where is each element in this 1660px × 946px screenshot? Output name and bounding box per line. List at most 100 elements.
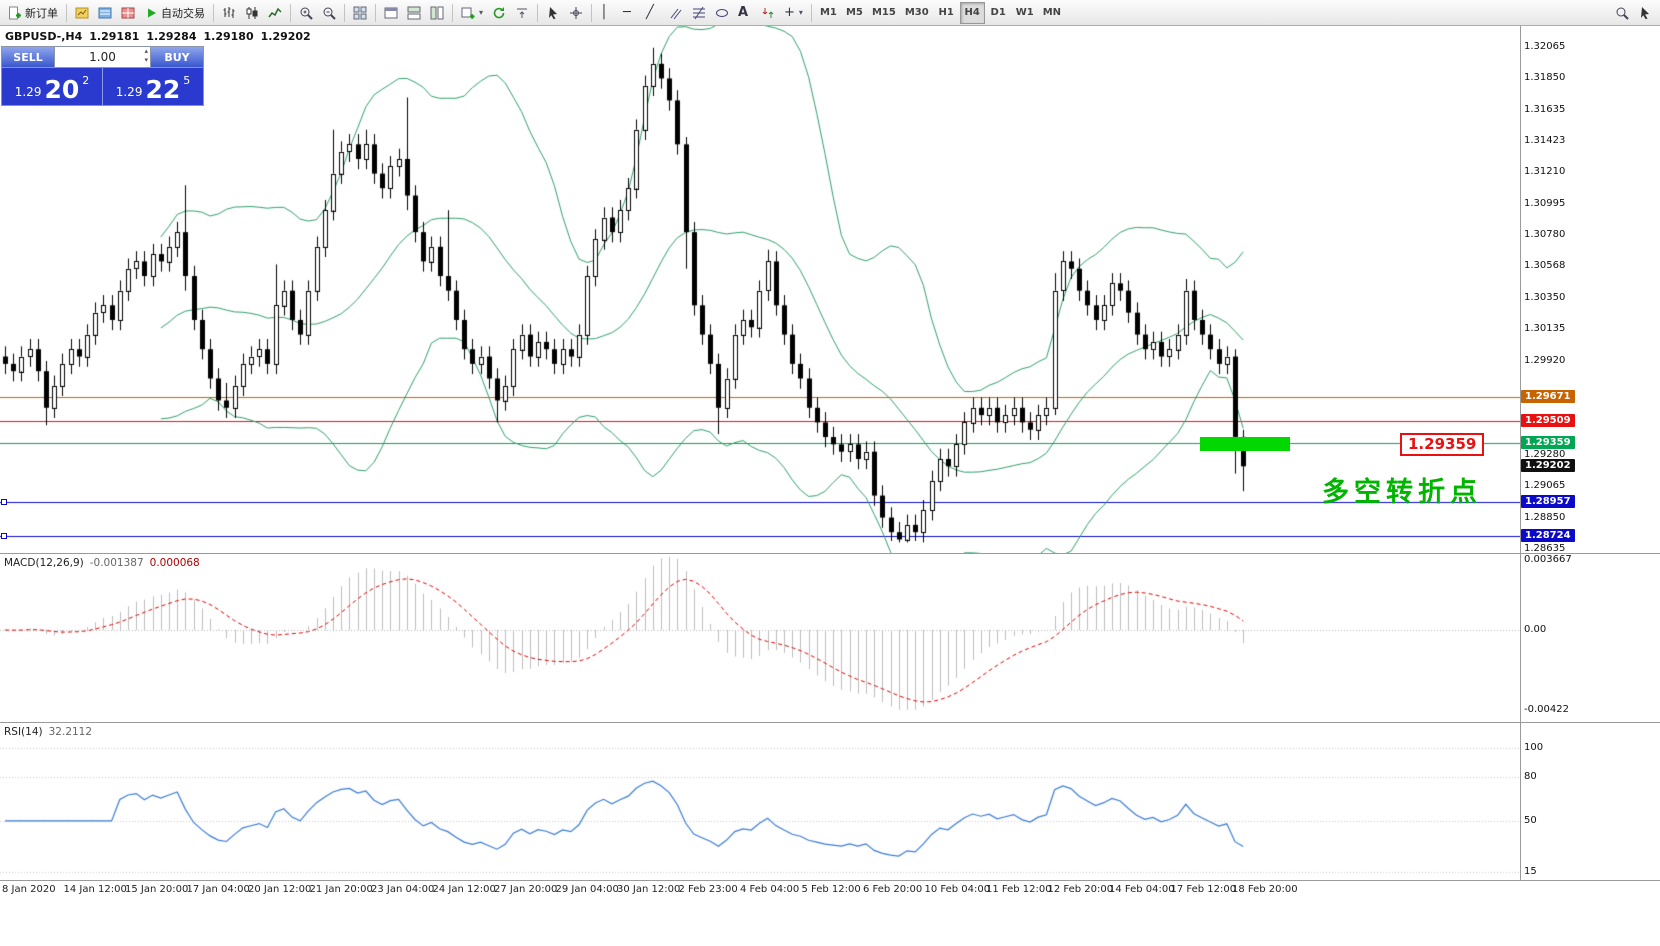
pane-separator[interactable] <box>0 553 1660 554</box>
autotrading-play-icon <box>148 8 156 17</box>
price-tag[interactable]: 1.28957 <box>1521 494 1575 508</box>
tf-button-m30[interactable]: M30 <box>901 2 933 24</box>
cursor-icon <box>549 6 558 19</box>
new-order-icon <box>9 6 21 19</box>
price-axis-label: 1.28850 <box>1524 511 1566 523</box>
price-callout-label[interactable]: 1.29359 <box>1400 433 1485 456</box>
time-axis-label: 24 Jan 12:00 <box>432 884 496 895</box>
candlestick-chart-button[interactable] <box>241 2 263 24</box>
tf-button-w1[interactable]: W1 <box>1012 2 1038 24</box>
toolbar-separator <box>344 3 345 22</box>
one-click-prices: 1.29 20 2 1.29 22 5 <box>2 68 203 105</box>
price-tag[interactable]: 1.29509 <box>1521 414 1575 428</box>
fibonacci-tool-button[interactable] <box>688 2 710 24</box>
add-object-button[interactable]: + ▾ <box>780 2 807 24</box>
time-axis-label: 11 Feb 12:00 <box>986 884 1052 895</box>
price-tag[interactable]: 1.29359 <box>1521 436 1575 450</box>
cascade-windows-button[interactable] <box>380 2 402 24</box>
channel-icon <box>670 8 682 19</box>
tf-button-d1[interactable]: D1 <box>986 2 1011 24</box>
market-watch-button[interactable] <box>94 2 116 24</box>
cascade-windows-icon <box>384 7 398 18</box>
tf-button-m5[interactable]: M5 <box>842 2 867 24</box>
price-tag[interactable]: 1.28724 <box>1521 528 1575 542</box>
highlight-rectangle[interactable] <box>1200 437 1290 451</box>
annotation-text[interactable]: 多空转折点 <box>1322 477 1482 508</box>
chart-symbol-info: GBPUSD-,H4 1.29181 1.29284 1.29180 1.292… <box>5 30 311 43</box>
chart-shift-button[interactable] <box>511 2 533 24</box>
tile-vertical-button[interactable] <box>426 2 448 24</box>
volume-down-arrow[interactable]: ▾ <box>144 56 148 64</box>
price-pane-canvas[interactable] <box>0 26 1520 553</box>
macd-axis-label: 0.003667 <box>1524 554 1572 566</box>
profiles-button[interactable] <box>71 2 93 24</box>
ohlc-bars-icon <box>223 6 235 18</box>
auto-scroll-button[interactable] <box>488 2 510 24</box>
pointer-icon <box>1641 6 1649 19</box>
rsi-pane-canvas[interactable] <box>0 723 1520 880</box>
autotrading-button[interactable]: 自动交易 <box>140 2 209 24</box>
shapes-tool-button[interactable] <box>711 2 733 24</box>
tf-button-mn[interactable]: MN <box>1039 2 1065 24</box>
vertical-line-tool-button[interactable]: │ <box>596 2 618 24</box>
new-chart-button[interactable]: ▾ <box>457 2 487 24</box>
crosshair-icon <box>570 6 583 19</box>
tf-button-m1[interactable]: M1 <box>816 2 841 24</box>
line-chart-icon <box>268 7 282 17</box>
cursor-tool-button[interactable] <box>542 2 564 24</box>
toolbar-separator <box>810 3 812 22</box>
time-axis-label: 27 Jan 20:00 <box>494 884 558 895</box>
terminal-button[interactable] <box>117 2 139 24</box>
text-tool-button[interactable]: A <box>734 2 756 24</box>
tf-button-m15[interactable]: M15 <box>868 2 900 24</box>
bar-chart-button[interactable] <box>218 2 240 24</box>
trendline-tool-button[interactable]: ╱ <box>642 2 664 24</box>
time-axis-label: 8 Jan 2020 <box>2 884 56 895</box>
toolbar-cursor-button[interactable] <box>1634 2 1656 24</box>
pane-separator[interactable] <box>0 722 1660 723</box>
zoom-in-button[interactable] <box>295 2 317 24</box>
macd-pane-canvas[interactable] <box>0 554 1520 722</box>
zoom-out-button[interactable] <box>318 2 340 24</box>
dropdown-arrow-icon: ▾ <box>798 8 803 17</box>
volume-field[interactable]: 1.00 ▴ ▾ <box>54 47 151 67</box>
candlestick-icon <box>246 6 258 19</box>
price-axis-label: 1.29065 <box>1524 480 1566 492</box>
one-click-controls: SELL 1.00 ▴ ▾ BUY <box>2 47 203 68</box>
channel-tool-button[interactable] <box>665 2 687 24</box>
volume-up-arrow[interactable]: ▴ <box>144 47 148 55</box>
one-click-trading-panel: SELL 1.00 ▴ ▾ BUY 1.29 20 2 1.29 22 5 <box>1 46 204 106</box>
tile-windows-button[interactable] <box>349 2 371 24</box>
buy-price-point: 5 <box>183 73 191 87</box>
line-chart-button[interactable] <box>264 2 286 24</box>
ohlc-low: 1.29180 <box>203 30 254 43</box>
price-tag[interactable]: 1.29671 <box>1521 390 1575 404</box>
price-axis-label: 1.31635 <box>1524 103 1566 115</box>
tile-windows-icon <box>353 6 367 19</box>
time-axis-label: 14 Feb 04:00 <box>1109 884 1175 895</box>
chart-shift-icon <box>517 8 528 18</box>
time-axis-label: 14 Jan 12:00 <box>63 884 127 895</box>
sell-button[interactable]: SELL <box>2 47 54 67</box>
horizontal-line-tool-button[interactable]: ─ <box>619 2 641 24</box>
buy-price-main: 1.29 <box>115 85 143 99</box>
time-axis-label: 15 Jan 20:00 <box>125 884 189 895</box>
toolbar-separator <box>537 3 539 22</box>
toolbar-search-button[interactable] <box>1611 2 1633 24</box>
tf-button-h4[interactable]: H4 <box>959 1 985 24</box>
macd-label: MACD(12,26,9) -0.001387 0.000068 <box>4 557 200 569</box>
tf-button-h1[interactable]: H1 <box>934 2 959 24</box>
buy-price-display[interactable]: 1.29 22 5 <box>103 68 203 105</box>
toolbar-separator <box>452 3 453 22</box>
sell-price-display[interactable]: 1.29 20 2 <box>2 68 103 105</box>
rsi-axis-label: 100 <box>1524 742 1544 753</box>
crosshair-tool-button[interactable] <box>565 2 587 24</box>
autotrading-label: 自动交易 <box>161 6 205 20</box>
tile-horizontal-button[interactable] <box>403 2 425 24</box>
buy-button[interactable]: BUY <box>151 47 203 67</box>
arrows-tool-button[interactable] <box>757 2 779 24</box>
new-order-button[interactable]: 新订单 <box>4 2 62 24</box>
trendline-icon: ╱ <box>646 5 654 20</box>
sell-price-main: 1.29 <box>14 85 42 99</box>
profiles-icon <box>75 7 89 18</box>
